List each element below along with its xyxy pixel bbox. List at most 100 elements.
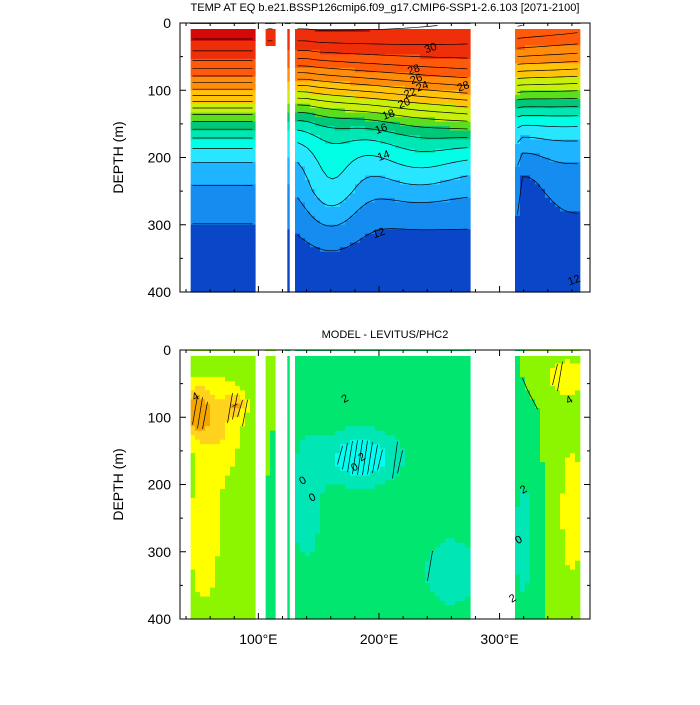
field-cell	[220, 243, 226, 248]
field-cell	[300, 507, 306, 512]
field-cell	[195, 158, 201, 163]
field-cell	[525, 247, 531, 252]
field-cell	[445, 274, 451, 279]
field-cell	[455, 108, 461, 113]
field-cell	[310, 63, 316, 68]
field-cell	[220, 359, 226, 364]
field-cell	[385, 207, 391, 212]
field-cell	[535, 189, 541, 194]
field-cell	[515, 153, 521, 158]
field-cell	[200, 63, 206, 68]
field-cell	[300, 45, 306, 50]
field-cell	[195, 489, 201, 494]
field-cell	[415, 184, 421, 189]
field-cell	[305, 386, 311, 391]
field-cell	[390, 211, 396, 216]
field-cell	[235, 126, 241, 131]
field-cell	[295, 422, 301, 427]
field-cell	[320, 99, 326, 104]
field-cell	[440, 153, 446, 158]
field-cell	[190, 404, 196, 409]
field-cell	[210, 131, 216, 136]
field-cell	[530, 126, 536, 131]
field-cell	[440, 193, 446, 198]
field-cell	[460, 59, 466, 64]
field-cell	[195, 520, 201, 525]
field-cell	[435, 59, 441, 64]
field-cell	[535, 247, 541, 252]
field-cell	[215, 166, 221, 171]
field-cell	[190, 610, 196, 615]
field-cell	[200, 467, 206, 472]
surface-mask	[180, 24, 590, 29]
field-cell	[240, 561, 246, 566]
field-cell	[335, 184, 341, 189]
field-cell	[355, 144, 361, 149]
field-cell	[445, 113, 451, 118]
field-cell	[225, 606, 231, 611]
field-cell	[240, 471, 246, 476]
field-cell	[450, 247, 456, 252]
field-cell	[540, 36, 546, 41]
field-cell	[570, 216, 576, 221]
field-cell	[295, 211, 301, 216]
field-cell	[390, 41, 396, 46]
field-cell	[220, 377, 226, 382]
field-cell	[315, 261, 321, 266]
field-cell	[400, 158, 406, 163]
field-cell	[370, 261, 376, 266]
field-cell	[210, 229, 216, 234]
field-cell	[270, 538, 276, 543]
field-cell	[315, 50, 321, 55]
field-cell	[230, 126, 236, 131]
field-cell	[450, 261, 456, 266]
field-cell	[200, 574, 206, 579]
field-cell	[245, 261, 251, 266]
field-cell	[520, 198, 526, 203]
field-cell	[535, 50, 541, 55]
field-cell	[325, 131, 331, 136]
field-cell	[270, 574, 276, 579]
field-cell	[460, 166, 466, 171]
field-cell	[385, 265, 391, 270]
field-cell	[270, 520, 276, 525]
field-cell	[515, 234, 521, 239]
field-cell	[205, 458, 211, 463]
field-cell	[310, 440, 316, 445]
field-cell	[190, 59, 196, 64]
field-cell	[320, 68, 326, 73]
field-cell	[200, 59, 206, 64]
field-cell	[220, 386, 226, 391]
field-cell	[400, 59, 406, 64]
field-cell	[360, 45, 366, 50]
field-cell	[250, 561, 256, 566]
field-cell	[390, 216, 396, 221]
field-cell	[270, 561, 276, 566]
field-cell	[200, 131, 206, 136]
field-cell	[200, 363, 206, 368]
field-cell	[340, 50, 346, 55]
field-cell	[300, 386, 306, 391]
field-cell	[390, 81, 396, 86]
field-cell	[385, 279, 391, 284]
field-cell	[190, 359, 196, 364]
field-cell	[400, 193, 406, 198]
field-cell	[295, 171, 301, 176]
field-cell	[410, 50, 416, 55]
field-cell	[240, 54, 246, 59]
field-cell	[415, 198, 421, 203]
field-cell	[245, 234, 251, 239]
field-cell	[355, 131, 361, 136]
field-cell	[365, 283, 371, 288]
field-cell	[300, 256, 306, 261]
field-cell	[225, 493, 231, 498]
field-cell	[345, 175, 351, 180]
field-cell	[295, 372, 301, 377]
field-cell	[240, 77, 246, 82]
field-cell	[190, 489, 196, 494]
field-cell	[300, 417, 306, 422]
field-cell	[460, 229, 466, 234]
field-cell	[270, 426, 276, 431]
field-cell	[215, 601, 221, 606]
field-cell	[295, 511, 301, 516]
